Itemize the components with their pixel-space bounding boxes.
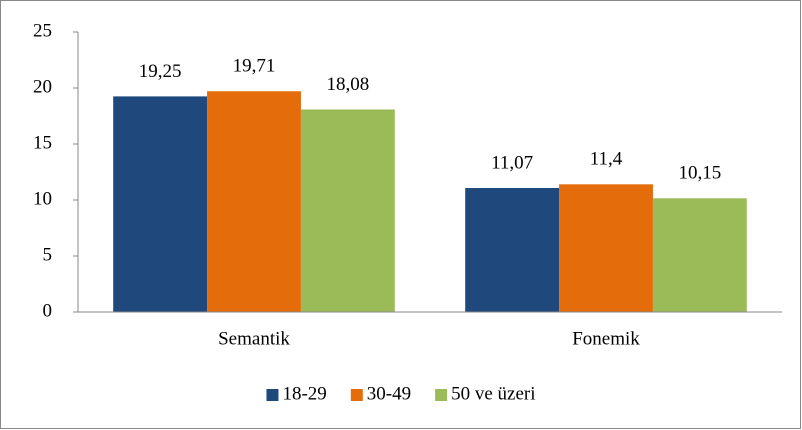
y-tick-label: 25 bbox=[33, 20, 52, 41]
bar bbox=[465, 188, 560, 312]
value-label: 11,07 bbox=[491, 152, 533, 173]
legend-swatch bbox=[350, 389, 363, 401]
x-tick-label: Semantik bbox=[218, 328, 290, 349]
y-tick-label: 5 bbox=[43, 244, 53, 265]
legend-label: 18-29 bbox=[282, 383, 326, 404]
bar bbox=[652, 198, 747, 312]
bar bbox=[559, 184, 653, 312]
x-tick-label: Fonemik bbox=[572, 328, 640, 349]
bar bbox=[207, 91, 301, 312]
y-tick-label: 20 bbox=[33, 76, 52, 97]
bar bbox=[113, 96, 208, 313]
legend-label: 50 ve üzeri bbox=[451, 383, 535, 404]
y-tick-label: 10 bbox=[33, 188, 52, 209]
value-label: 10,15 bbox=[678, 163, 721, 184]
value-label: 11,4 bbox=[590, 149, 623, 170]
legend-swatch bbox=[435, 389, 448, 401]
value-label: 19,71 bbox=[233, 56, 276, 77]
value-label: 19,25 bbox=[139, 61, 182, 82]
value-label: 18,08 bbox=[326, 74, 369, 95]
bar bbox=[300, 109, 395, 312]
legend-label: 30-49 bbox=[367, 383, 411, 404]
y-tick-label: 0 bbox=[43, 300, 53, 321]
legend-swatch bbox=[266, 389, 279, 401]
y-tick-label: 15 bbox=[33, 132, 52, 153]
